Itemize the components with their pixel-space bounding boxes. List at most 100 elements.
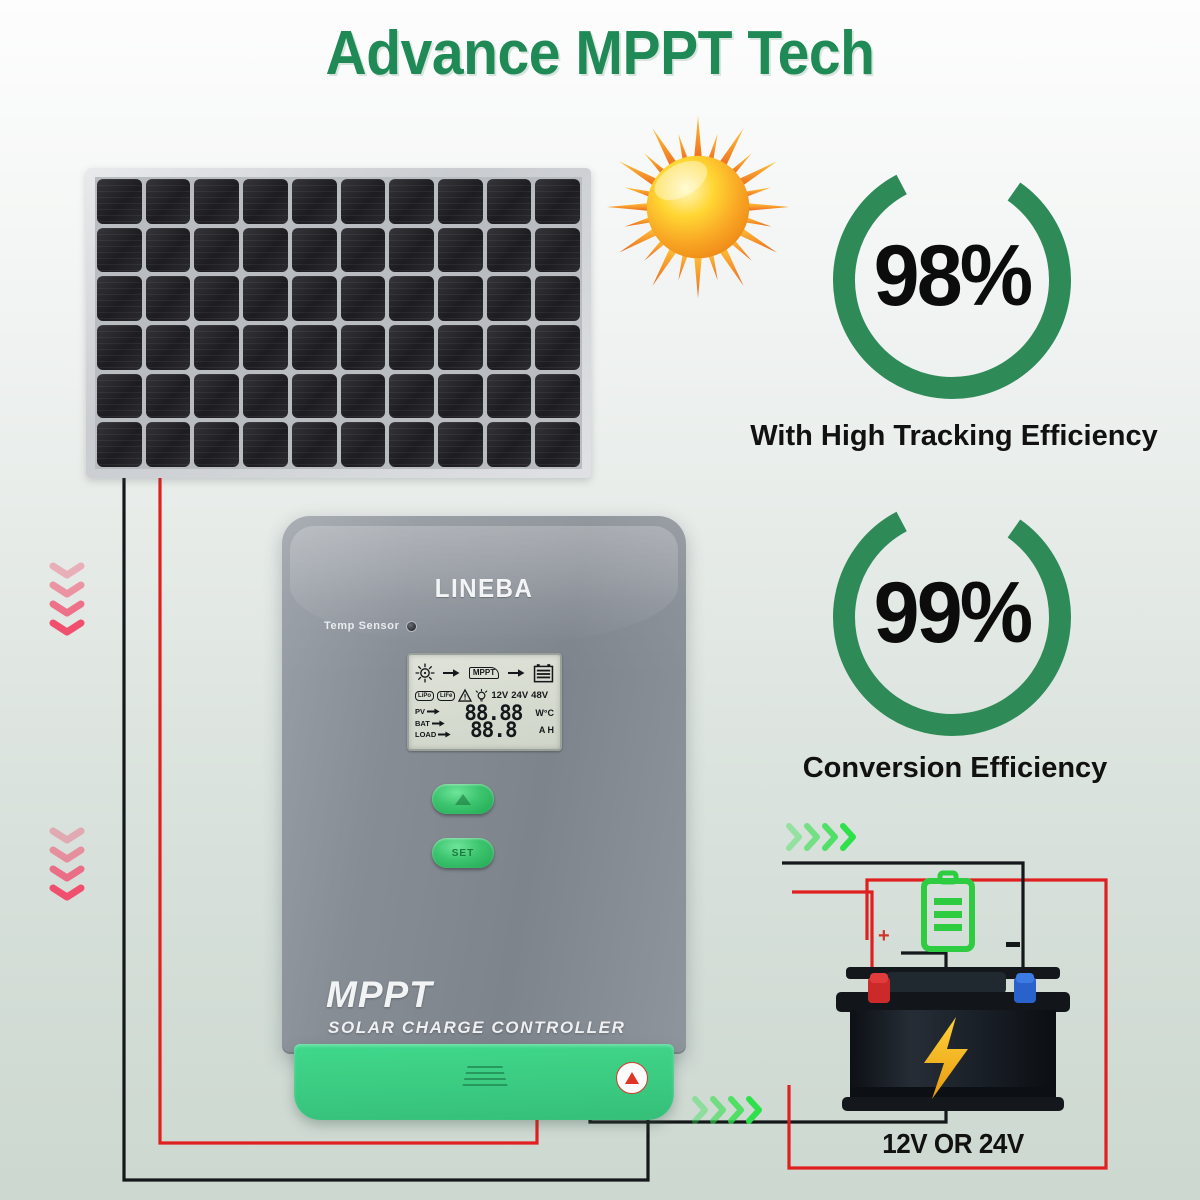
chevron-down-icon <box>49 581 85 598</box>
solar-cell <box>291 227 337 273</box>
chevron-down-icon <box>49 562 85 579</box>
lcd-units-bottom: A H <box>538 725 554 735</box>
lcd-readout-row: PV BAT LOAD 88.88 88.8 W°C A H <box>415 701 554 742</box>
chevron-right-icon <box>746 1096 762 1124</box>
solar-cell <box>437 325 483 370</box>
solar-cell <box>486 422 532 467</box>
solar-cell <box>486 373 532 419</box>
solar-cell <box>243 179 288 224</box>
solar-cell <box>535 179 580 224</box>
solar-cell <box>97 276 142 321</box>
warning-sticker <box>616 1062 648 1094</box>
solar-cell <box>340 373 386 419</box>
solar-cell <box>389 422 434 467</box>
solar-cell <box>243 227 288 273</box>
solar-cell <box>486 227 532 273</box>
lcd-arrow-2-icon <box>507 668 525 678</box>
solar-cell <box>437 179 483 224</box>
lcd-label-pv: PV <box>415 707 426 716</box>
solar-cell <box>291 373 337 419</box>
lcd-sun-icon <box>415 662 435 683</box>
product-name: MPPT <box>326 974 433 1015</box>
lcd-channel-labels: PV BAT LOAD <box>415 705 451 741</box>
lcd-mppt-label: MPPT <box>468 666 500 679</box>
lcd-label-bat: BAT <box>415 718 430 728</box>
lcd-battery-icon <box>533 663 554 683</box>
solar-cell <box>194 276 240 321</box>
temp-sensor-port[interactable] <box>406 620 418 632</box>
solar-cell <box>145 179 191 224</box>
chevron-down-icon <box>49 846 85 863</box>
solar-cell <box>291 179 337 224</box>
lcd-life-badge: LiFe <box>437 690 456 701</box>
lcd-status-row: LiPo LiFe <box>415 687 554 704</box>
solar-cell <box>97 179 142 224</box>
controller-body: LINEBA Temp Sensor <box>282 516 686 1054</box>
solar-cell <box>194 373 240 419</box>
lcd-bulb-icon <box>475 688 488 703</box>
temp-sensor-port-row: Temp Sensor <box>324 620 418 632</box>
chevron-right-group-lower <box>692 1095 762 1125</box>
chevron-down-icon <box>49 619 85 636</box>
page-title: Advance MPPT Tech <box>325 19 875 88</box>
solar-cell <box>243 276 288 321</box>
solar-cell <box>535 276 580 321</box>
sun-icon <box>603 112 793 302</box>
solar-cell <box>437 276 483 321</box>
chevron-right-icon <box>804 823 820 851</box>
solar-cell <box>97 422 142 467</box>
solar-cell <box>97 325 142 370</box>
mppt-charge-controller: LINEBA Temp Sensor <box>282 516 686 1130</box>
lcd-voltage-12v: 12V <box>491 690 509 701</box>
green-battery-icon <box>920 870 976 952</box>
lcd-units-top: W°C <box>535 708 554 718</box>
solar-cell <box>437 422 483 467</box>
set-button[interactable]: SET <box>432 838 494 868</box>
solar-cell <box>437 227 483 273</box>
brand-logo: LINEBA <box>434 573 534 603</box>
solar-cell <box>340 227 386 273</box>
lcd-voltage-24v: 24V <box>511 690 529 701</box>
solar-cell <box>340 422 386 467</box>
solar-cell <box>389 373 434 419</box>
solar-cell <box>145 227 191 273</box>
solar-cell <box>243 422 288 467</box>
lcd-lipo-badge: LiPo <box>415 690 434 701</box>
triangle-up-icon <box>455 793 471 805</box>
lcd-arrow-1-icon <box>443 668 460 678</box>
solar-cell <box>340 276 386 321</box>
chevron-right-icon <box>728 1096 744 1124</box>
lcd-voltage-48v: 48V <box>531 690 549 701</box>
solar-cell <box>145 422 191 467</box>
tracking-efficiency-ring: 98% <box>822 150 1082 410</box>
vent-grille <box>462 1066 508 1088</box>
solar-cell <box>389 276 434 321</box>
solar-cell <box>291 325 337 370</box>
chevron-right-icon <box>786 823 802 851</box>
conversion-efficiency-caption: Conversion Efficiency <box>802 752 1108 784</box>
solar-cell <box>535 373 580 419</box>
solar-cell <box>291 422 337 467</box>
solar-cell <box>389 179 434 224</box>
controller-base <box>294 1044 674 1120</box>
product-subtitle: SOLAR CHARGE CONTROLLER <box>328 1018 626 1037</box>
solar-cell <box>194 422 240 467</box>
solar-cell <box>145 276 191 321</box>
lcd-digits-primary: 88.88 <box>464 701 523 725</box>
lcd-warning-triangle-icon <box>458 688 473 702</box>
solar-panel <box>86 168 591 478</box>
positive-terminal-sign: + <box>878 925 890 947</box>
lcd-label-load: LOAD <box>415 730 437 739</box>
chevron-right-icon <box>692 1096 708 1124</box>
solar-cell <box>340 179 386 224</box>
solar-panel-cells <box>95 177 582 469</box>
chevron-right-icon <box>710 1096 726 1124</box>
lcd-digits-secondary: 88.8 <box>470 718 518 742</box>
lcd-flow-row: MPPT <box>415 660 554 685</box>
up-button[interactable] <box>432 784 494 814</box>
chevron-down-icon <box>49 600 85 617</box>
conversion-efficiency-value: 99% <box>873 564 1033 661</box>
solar-cell <box>145 325 191 370</box>
chevron-right-icon <box>840 823 856 851</box>
solar-cell <box>194 179 240 224</box>
